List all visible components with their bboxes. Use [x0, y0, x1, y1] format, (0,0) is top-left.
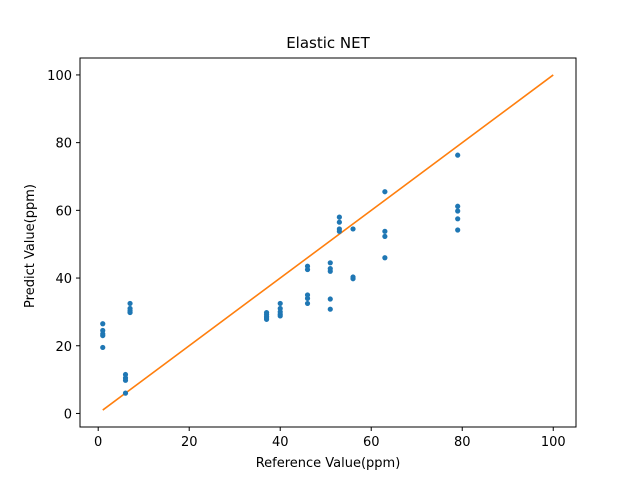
scatter-point — [263, 316, 270, 322]
scatter-point — [277, 313, 283, 319]
y-tick-label: 60 — [55, 204, 72, 219]
y-tick-label: 40 — [55, 272, 72, 287]
plot-frame — [79, 57, 577, 428]
x-tick-label: 20 — [181, 435, 198, 450]
x-tick-label: 40 — [272, 435, 289, 450]
scatter-point — [382, 233, 388, 240]
reference-line — [102, 74, 554, 411]
y-tick-label: 100 — [47, 69, 72, 84]
scatter-point — [304, 266, 311, 273]
scatter-point — [382, 255, 388, 261]
scatter-point — [350, 276, 356, 282]
x-tick-label: 60 — [363, 435, 380, 450]
scatter-point — [350, 226, 356, 232]
scatter-point — [122, 377, 129, 383]
scatter-point — [127, 309, 133, 316]
scatter-point — [277, 300, 283, 307]
scatter-point — [382, 228, 388, 234]
scatter-point — [100, 344, 106, 351]
x-tick-label: 80 — [454, 435, 471, 450]
x-tick-label: 0 — [94, 435, 102, 450]
scatter-point — [100, 332, 106, 339]
scatter-point — [304, 295, 311, 301]
scatter-point — [304, 300, 311, 307]
scatter-point — [100, 321, 106, 327]
scatter-point — [327, 260, 333, 266]
scatter-point — [455, 227, 461, 233]
scatter-point — [336, 228, 342, 234]
chart-title: Elastic NET — [286, 34, 370, 52]
scatter-point — [382, 189, 388, 195]
scatter-point — [327, 296, 333, 302]
x-tick-label: 100 — [541, 435, 566, 450]
scatter-point — [127, 300, 133, 307]
scatter-point — [122, 390, 129, 396]
y-tick-label: 80 — [55, 137, 72, 152]
scatter-point — [327, 306, 333, 312]
scatter-point — [455, 216, 461, 222]
y-tick-label: 20 — [55, 340, 72, 355]
y-tick-label: 0 — [64, 407, 72, 422]
scatter-point — [327, 268, 333, 274]
x-axis-title: Reference Value(ppm) — [256, 456, 401, 471]
y-axis-title: Predict Value(ppm) — [23, 184, 38, 308]
scatter-point — [455, 208, 461, 214]
scatter-point — [336, 214, 342, 220]
scatter-point — [455, 203, 461, 209]
plot-area: 0 20 40 60 80 100 0 20 40 60 80 100 — [47, 57, 577, 450]
scatter-point — [336, 219, 342, 225]
scatter-point — [455, 152, 461, 158]
